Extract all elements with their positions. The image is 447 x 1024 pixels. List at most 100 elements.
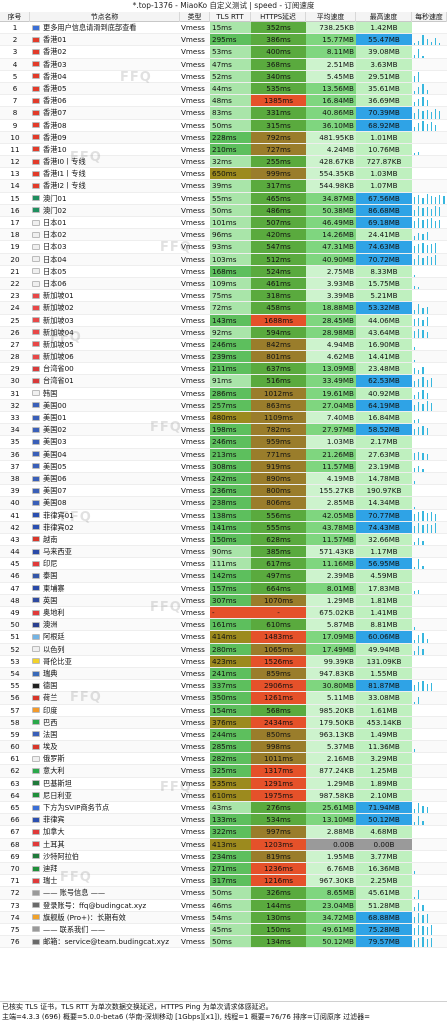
table-row[interactable]: 54 瑞典 Vmess 241ms 859ms 947.83KB 1.55MB	[0, 667, 447, 681]
table-row[interactable]: 37 美国05 Vmess 308ms 919ms 11.57MB 23.19MB	[0, 460, 447, 473]
table-row[interactable]: 71 瑞士 Vmess 317ms 1216ms 967.30KB 2.25MB	[0, 875, 447, 888]
table-row[interactable]: 6 香港05 Vmess 44ms 535ms 13.56MB 35.61MB	[0, 82, 447, 96]
table-row[interactable]: 28 新加坡06 Vmess 239ms 801ms 4.62MB 14.41MB	[0, 351, 447, 364]
table-row[interactable]: 8 香港07 Vmess 83ms 331ms 40.86MB 70.39MB	[0, 107, 447, 120]
table-row[interactable]: 56 荷兰 Vmess 350ms 1261ms 5.11MB 33.08MB	[0, 692, 447, 705]
table-row[interactable]: 21 日本05 Vmess 168ms 524ms 2.75MB 8.33MB	[0, 265, 447, 278]
table-row[interactable]: 72 —— 账号信息 —— Vmess 50ms 326ms 8.65MB 45.61MB	[0, 887, 447, 900]
col-header-type[interactable]: 类型	[180, 12, 210, 22]
table-row[interactable]: 39 美国07 Vmess 236ms 800ms 155.27KB 190.97KB	[0, 485, 447, 498]
max-speed: 69.18MB	[356, 217, 412, 229]
spark-bar	[418, 589, 420, 594]
col-header-tls[interactable]: TLS RTT	[210, 12, 251, 22]
table-row[interactable]: 25 新加坡03 Vmess 143ms 1688ms 28.45MB 44.06MB	[0, 314, 447, 327]
table-row[interactable]: 57 印度 Vmess 154ms 568ms 985.20KB 1.61MB	[0, 704, 447, 717]
table-row[interactable]: 41 菲律宾01 Vmess 138ms 556ms 42.05MB 70.77MB	[0, 509, 447, 522]
table-row[interactable]: 14 香港I2丨专线 Vmess 39ms 317ms 544.98KB 1.07MB	[0, 180, 447, 193]
avg-speed: 0.00B	[306, 838, 356, 850]
table-row[interactable]: 35 美国03 Vmess 246ms 959ms 1.03MB 2.17MB	[0, 436, 447, 449]
spark-bar	[418, 925, 420, 936]
table-row[interactable]: 44 马来西亚 Vmess 90ms 385ms 571.43KB 1.17MB	[0, 546, 447, 559]
table-row[interactable]: 45 印尼 Vmess 111ms 617ms 11.16MB 56.95MB	[0, 558, 447, 571]
table-row[interactable]: 52 以色列 Vmess 280ms 1065ms 17.49MB 49.94MB	[0, 643, 447, 656]
table-row[interactable]: 7 香港06 Vmess 48ms 1385ms 16.84MB 36.69MB	[0, 95, 447, 108]
table-row[interactable]: 55 德国 Vmess 337ms 2906ms 30.80MB 81.87MB	[0, 680, 447, 693]
node-type: Vmess	[181, 912, 205, 922]
node-name-cell: 澳门01	[30, 193, 180, 204]
table-row[interactable]: 26 新加坡04 Vmess 92ms 594ms 28.98MB 43.64MB	[0, 326, 447, 339]
table-row[interactable]: 23 新加坡01 Vmess 75ms 318ms 3.39MB 5.21MB	[0, 290, 447, 303]
table-row[interactable]: 42 菲律宾02 Vmess 141ms 555ms 43.78MB 74.43MB	[0, 521, 447, 534]
table-row[interactable]: 9 香港08 Vmess 50ms 315ms 36.10MB 68.92MB	[0, 119, 447, 132]
flag-icon	[32, 914, 40, 921]
table-row[interactable]: 38 美国06 Vmess 242ms 890ms 4.19MB 14.78MB	[0, 472, 447, 486]
table-row[interactable]: 11 香港10 Vmess 210ms 727ms 4.24MB 10.76MB	[0, 143, 447, 157]
table-row[interactable]: 30 台湾省01 Vmess 91ms 516ms 33.49MB 62.53MB	[0, 375, 447, 388]
table-row[interactable]: 73 登录账号：ffq@budingcat.xyz Vmess 46ms 144ms 23…	[0, 899, 447, 912]
table-row[interactable]: 33 美国01 Vmess 480ms 1109ms 7.40MB 16.84MB	[0, 412, 447, 425]
table-row[interactable]: 31 韩国 Vmess 286ms 1012ms 19.61MB 40.92MB	[0, 387, 447, 400]
table-row[interactable]: 59 法国 Vmess 244ms 850ms 963.13KB 1.49MB	[0, 728, 447, 742]
table-row[interactable]: 69 沙特阿拉伯 Vmess 234ms 819ms 1.95MB 3.77MB	[0, 850, 447, 863]
table-row[interactable]: 19 日本03 Vmess 93ms 547ms 47.31MB 74.63MB	[0, 241, 447, 254]
table-row[interactable]: 49 奥地利 Vmess - -675.02KB 1.41MB	[0, 607, 447, 620]
table-row[interactable]: 1 更多用户信息请滑到底部查看 Vmess 15ms 352ms 738.25KB 1.42…	[0, 22, 447, 35]
table-row[interactable]: 2 香港01 Vmess 295ms 386ms 15.77MB 55.47MB	[0, 34, 447, 47]
spark-bar	[418, 559, 420, 570]
table-row[interactable]: 12 香港I0丨专线 Vmess 32ms 255ms 428.67KB 727.87KB	[0, 156, 447, 169]
table-row[interactable]: 50 澳洲 Vmess 161ms 610ms 5.87MB 8.81MB	[0, 619, 447, 632]
table-row[interactable]: 60 埃及 Vmess 285ms 998ms 5.37MB 11.36MB	[0, 741, 447, 754]
table-row[interactable]: 24 新加坡02 Vmess 72ms 458ms 18.88MB 53.32MB	[0, 302, 447, 315]
table-row[interactable]: 75 —— 联系我们 —— Vmess 45ms 150ms 49.61MB 75.28MB	[0, 923, 447, 937]
table-row[interactable]: 22 日本06 Vmess 109ms 461ms 3.93MB 15.75MB	[0, 277, 447, 291]
node-type: Vmess	[181, 863, 205, 873]
table-row[interactable]: 63 巴基斯坦 Vmess 535ms 1291ms 1.29MB 1.89MB	[0, 777, 447, 790]
table-row[interactable]: 29 台湾省00 Vmess 211ms 637ms 13.09MB 23.48MB	[0, 363, 447, 376]
table-row[interactable]: 62 意大利 Vmess 325ms 1317ms 877.24KB 1.25MB	[0, 765, 447, 778]
table-row[interactable]: 13 香港I1丨专线 Vmess 650ms 999ms 554.35KB 1.03MB	[0, 168, 447, 181]
table-row[interactable]: 32 美国00 Vmess 257ms 863ms 27.04MB 64.19MB	[0, 399, 447, 412]
table-row[interactable]: 20 日本04 Vmess 103ms 512ms 40.90MB 70.72MB	[0, 253, 447, 266]
col-header-per-second[interactable]: 每秒速度	[412, 12, 447, 22]
table-row[interactable]: 40 美国08 Vmess 238ms 806ms 2.85MB 14.34MB	[0, 497, 447, 510]
table-row[interactable]: 36 美国04 Vmess 213ms 771ms 21.26MB 27.63MB	[0, 448, 447, 461]
table-row[interactable]: 18 日本02 Vmess 96ms 420ms 14.26MB 24.41MB	[0, 229, 447, 242]
table-row[interactable]: 43 越南 Vmess 150ms 628ms 11.57MB 32.66MB	[0, 533, 447, 547]
spark-bar	[418, 87, 420, 95]
table-row[interactable]: 64 尼日利亚 Vmess 610ms 1975ms 987.58KB 2.10MB	[0, 789, 447, 802]
table-row[interactable]: 3 香港02 Vmess 53ms 400ms 8.11MB 39.08MB	[0, 46, 447, 59]
table-row[interactable]: 51 阿根廷 Vmess 414ms 1483ms 17.09MB 60.06MB	[0, 631, 447, 644]
table-row[interactable]: 27 新加坡05 Vmess 246ms 842ms 4.94MB 16.90MB	[0, 338, 447, 352]
table-row[interactable]: 68 土耳其 Vmess 413ms 1203ms 0.00B 0.00B	[0, 838, 447, 851]
node-name: 日本05	[43, 266, 67, 276]
table-row[interactable]: 61 俄罗斯 Vmess 282ms 1011ms 2.16MB 3.29MB	[0, 753, 447, 766]
table-row[interactable]: 58 巴西 Vmess 376ms 2434ms 179.50KB 453.14KB	[0, 716, 447, 729]
tls-rtt: 413ms	[210, 838, 251, 850]
table-row[interactable]: 70 迪拜 Vmess 271ms 1236ms 6.76MB 16.36MB	[0, 862, 447, 876]
table-row[interactable]: 53 哥伦比亚 Vmess 423ms 1526ms 99.39KB 131.09KB	[0, 655, 447, 668]
row-index: 45	[10, 559, 20, 569]
table-row[interactable]: 15 澳门01 Vmess 55ms 465ms 34.87MB 67.56MB	[0, 192, 447, 205]
spark-bar	[414, 258, 416, 265]
table-row[interactable]: 16 澳门02 Vmess 50ms 486ms 50.38MB 86.68MB	[0, 204, 447, 217]
table-row[interactable]: 5 香港04 Vmess 52ms 340ms 5.45MB 29.51MB	[0, 70, 447, 83]
table-row[interactable]: 17 日本01 Vmess 101ms 507ms 46.49MB 69.18MB	[0, 217, 447, 230]
col-header-index[interactable]: 序号	[0, 12, 30, 22]
table-row[interactable]: 65 下方为SVIP商务节点 Vmess 43ms 276ms 25.61MB 71.94M…	[0, 802, 447, 815]
table-row[interactable]: 46 泰国 Vmess 142ms 497ms 2.39MB 4.59MB	[0, 570, 447, 583]
table-row[interactable]: 47 柬埔寨 Vmess 157ms 664ms 8.01MB 17.83MB	[0, 582, 447, 595]
table-row[interactable]: 4 香港03 Vmess 47ms 368ms 2.51MB 3.63MB	[0, 58, 447, 71]
table-row[interactable]: 48 英国 Vmess 307ms 1070ms 1.29MB 1.81MB	[0, 594, 447, 607]
table-row[interactable]: 10 香港09 Vmess 228ms 792ms 481.95KB 1.01MB	[0, 131, 447, 144]
col-header-name[interactable]: 节点名称	[30, 12, 180, 22]
table-row[interactable]: 66 菲律宾 Vmess 133ms 534ms 13.10MB 50.12MB	[0, 814, 447, 827]
flag-icon	[32, 621, 40, 628]
table-row[interactable]: 67 加拿大 Vmess 322ms 997ms 2.88MB 4.68MB	[0, 826, 447, 839]
col-header-avg[interactable]: 平均速度	[306, 12, 356, 22]
table-row[interactable]: 76 邮箱：service@team.budingcat.xyz Vmess 50ms…	[0, 936, 447, 949]
table-row[interactable]: 74 旗舰版 (Pro+)：长期有效 Vmess 54ms 130ms 34.72MB 68…	[0, 911, 447, 924]
https-latency: 999ms	[251, 168, 306, 180]
table-row[interactable]: 34 美国02 Vmess 198ms 782ms 27.97MB 58.52MB	[0, 424, 447, 437]
col-header-https[interactable]: HTTPS延迟	[251, 12, 306, 22]
col-header-max[interactable]: 最高速度	[356, 12, 412, 22]
